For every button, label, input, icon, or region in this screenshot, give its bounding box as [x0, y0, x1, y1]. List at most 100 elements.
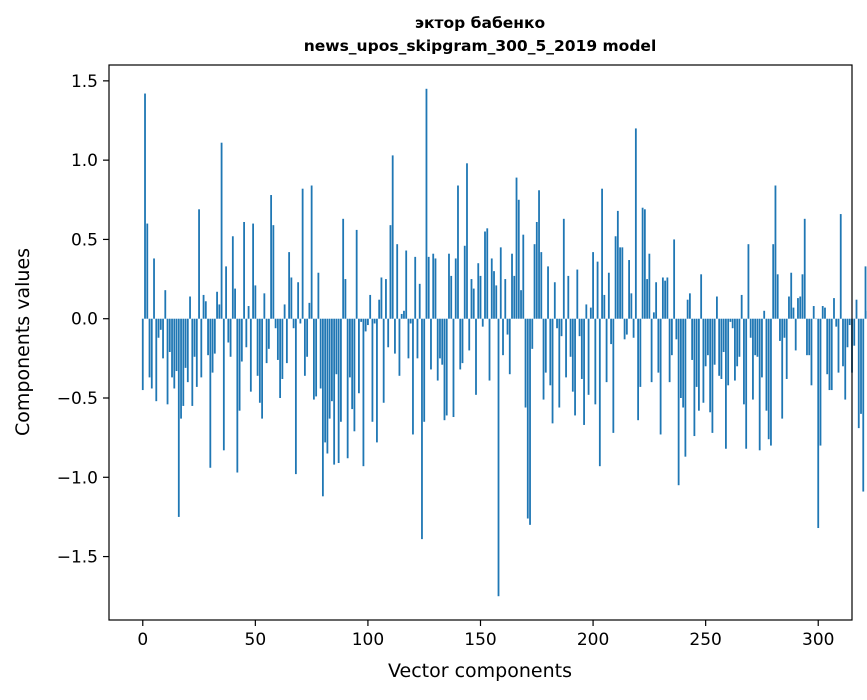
- bar-128: [430, 319, 432, 370]
- bar-308: [835, 319, 837, 327]
- bar-220: [637, 319, 639, 420]
- bar-162: [507, 319, 509, 335]
- bar-237: [675, 319, 677, 340]
- bar-81: [324, 319, 326, 443]
- bar-233: [666, 277, 668, 318]
- bar-84: [331, 319, 333, 401]
- bar-161: [504, 279, 506, 319]
- bar-279: [770, 319, 772, 446]
- bar-151: [482, 319, 484, 327]
- bar-205: [603, 295, 605, 319]
- bar-313: [847, 319, 849, 348]
- bar-255: [716, 297, 718, 319]
- bar-66: [290, 277, 292, 318]
- bar-260: [727, 319, 729, 386]
- bar-167: [518, 200, 520, 319]
- bar-103: [374, 319, 376, 324]
- bar-163: [509, 319, 511, 375]
- bar-214: [624, 319, 626, 340]
- bar-270: [750, 319, 752, 338]
- bar-211: [617, 211, 619, 319]
- bar-181: [549, 319, 551, 386]
- bar-148: [475, 319, 477, 395]
- bar-253: [712, 319, 714, 433]
- bar-247: [698, 319, 700, 411]
- bar-139: [455, 258, 457, 318]
- bar-125: [423, 319, 425, 422]
- bar-142: [462, 319, 464, 363]
- bar-126: [426, 89, 428, 319]
- bar-289: [793, 308, 795, 319]
- bar-63: [284, 304, 286, 318]
- bar-94: [354, 319, 356, 432]
- bar-215: [626, 319, 628, 335]
- bar-268: [745, 319, 747, 449]
- bar-75: [311, 186, 313, 319]
- bar-166: [516, 178, 518, 319]
- bar-221: [639, 319, 641, 387]
- bar-111: [392, 155, 394, 318]
- bar-232: [664, 281, 666, 319]
- bar-134: [444, 319, 446, 420]
- bar-104: [376, 319, 378, 443]
- bar-180: [547, 266, 549, 318]
- bar-136: [448, 254, 450, 319]
- bar-41: [234, 289, 236, 319]
- bar-252: [709, 319, 711, 413]
- bar-302: [822, 306, 824, 319]
- bar-217: [630, 293, 632, 318]
- bar-224: [646, 279, 648, 319]
- bar-226: [651, 319, 653, 382]
- bar-222: [642, 208, 644, 319]
- bar-92: [349, 319, 351, 378]
- bar-57: [270, 195, 272, 319]
- bar-203: [599, 319, 601, 466]
- bar-34: [218, 304, 220, 318]
- bar-38: [227, 319, 229, 343]
- bar-51: [257, 319, 259, 376]
- bar-55: [266, 319, 268, 363]
- bar-99: [365, 319, 367, 332]
- bar-17: [180, 319, 182, 419]
- bar-176: [538, 190, 540, 318]
- bar-153: [486, 228, 488, 318]
- bar-112: [394, 319, 396, 354]
- bar-68: [295, 319, 297, 474]
- bar-77: [315, 319, 317, 397]
- bar-152: [484, 232, 486, 319]
- bar-31: [212, 319, 214, 373]
- bar-294: [804, 219, 806, 319]
- bar-85: [333, 319, 335, 465]
- bar-87: [338, 319, 340, 463]
- bar-290: [795, 319, 797, 351]
- bar-184: [556, 319, 558, 329]
- bar-49: [252, 224, 254, 319]
- bar-80: [322, 319, 324, 497]
- bar-54: [263, 293, 265, 318]
- bar-320: [862, 319, 864, 492]
- bar-90: [345, 279, 347, 319]
- bar-45: [243, 222, 245, 319]
- bar-261: [730, 319, 732, 322]
- bar-201: [594, 319, 596, 405]
- bar-239: [680, 319, 682, 398]
- bar-50: [254, 285, 256, 318]
- bar-10: [164, 290, 166, 319]
- bar-282: [777, 274, 779, 318]
- bar-267: [743, 319, 745, 405]
- bar-108: [385, 279, 387, 319]
- bar-132: [439, 319, 441, 359]
- bar-175: [536, 222, 538, 319]
- bar-6: [155, 319, 157, 401]
- bar-251: [707, 319, 709, 355]
- bar-22: [191, 319, 193, 406]
- bar-74: [308, 303, 310, 319]
- bar-2: [146, 224, 148, 319]
- bar-213: [621, 247, 623, 318]
- bar-174: [534, 244, 536, 319]
- bar-254: [714, 319, 716, 365]
- bar-264: [736, 319, 738, 367]
- bar-96: [358, 319, 360, 394]
- x-tick-label-0: 0: [137, 630, 148, 650]
